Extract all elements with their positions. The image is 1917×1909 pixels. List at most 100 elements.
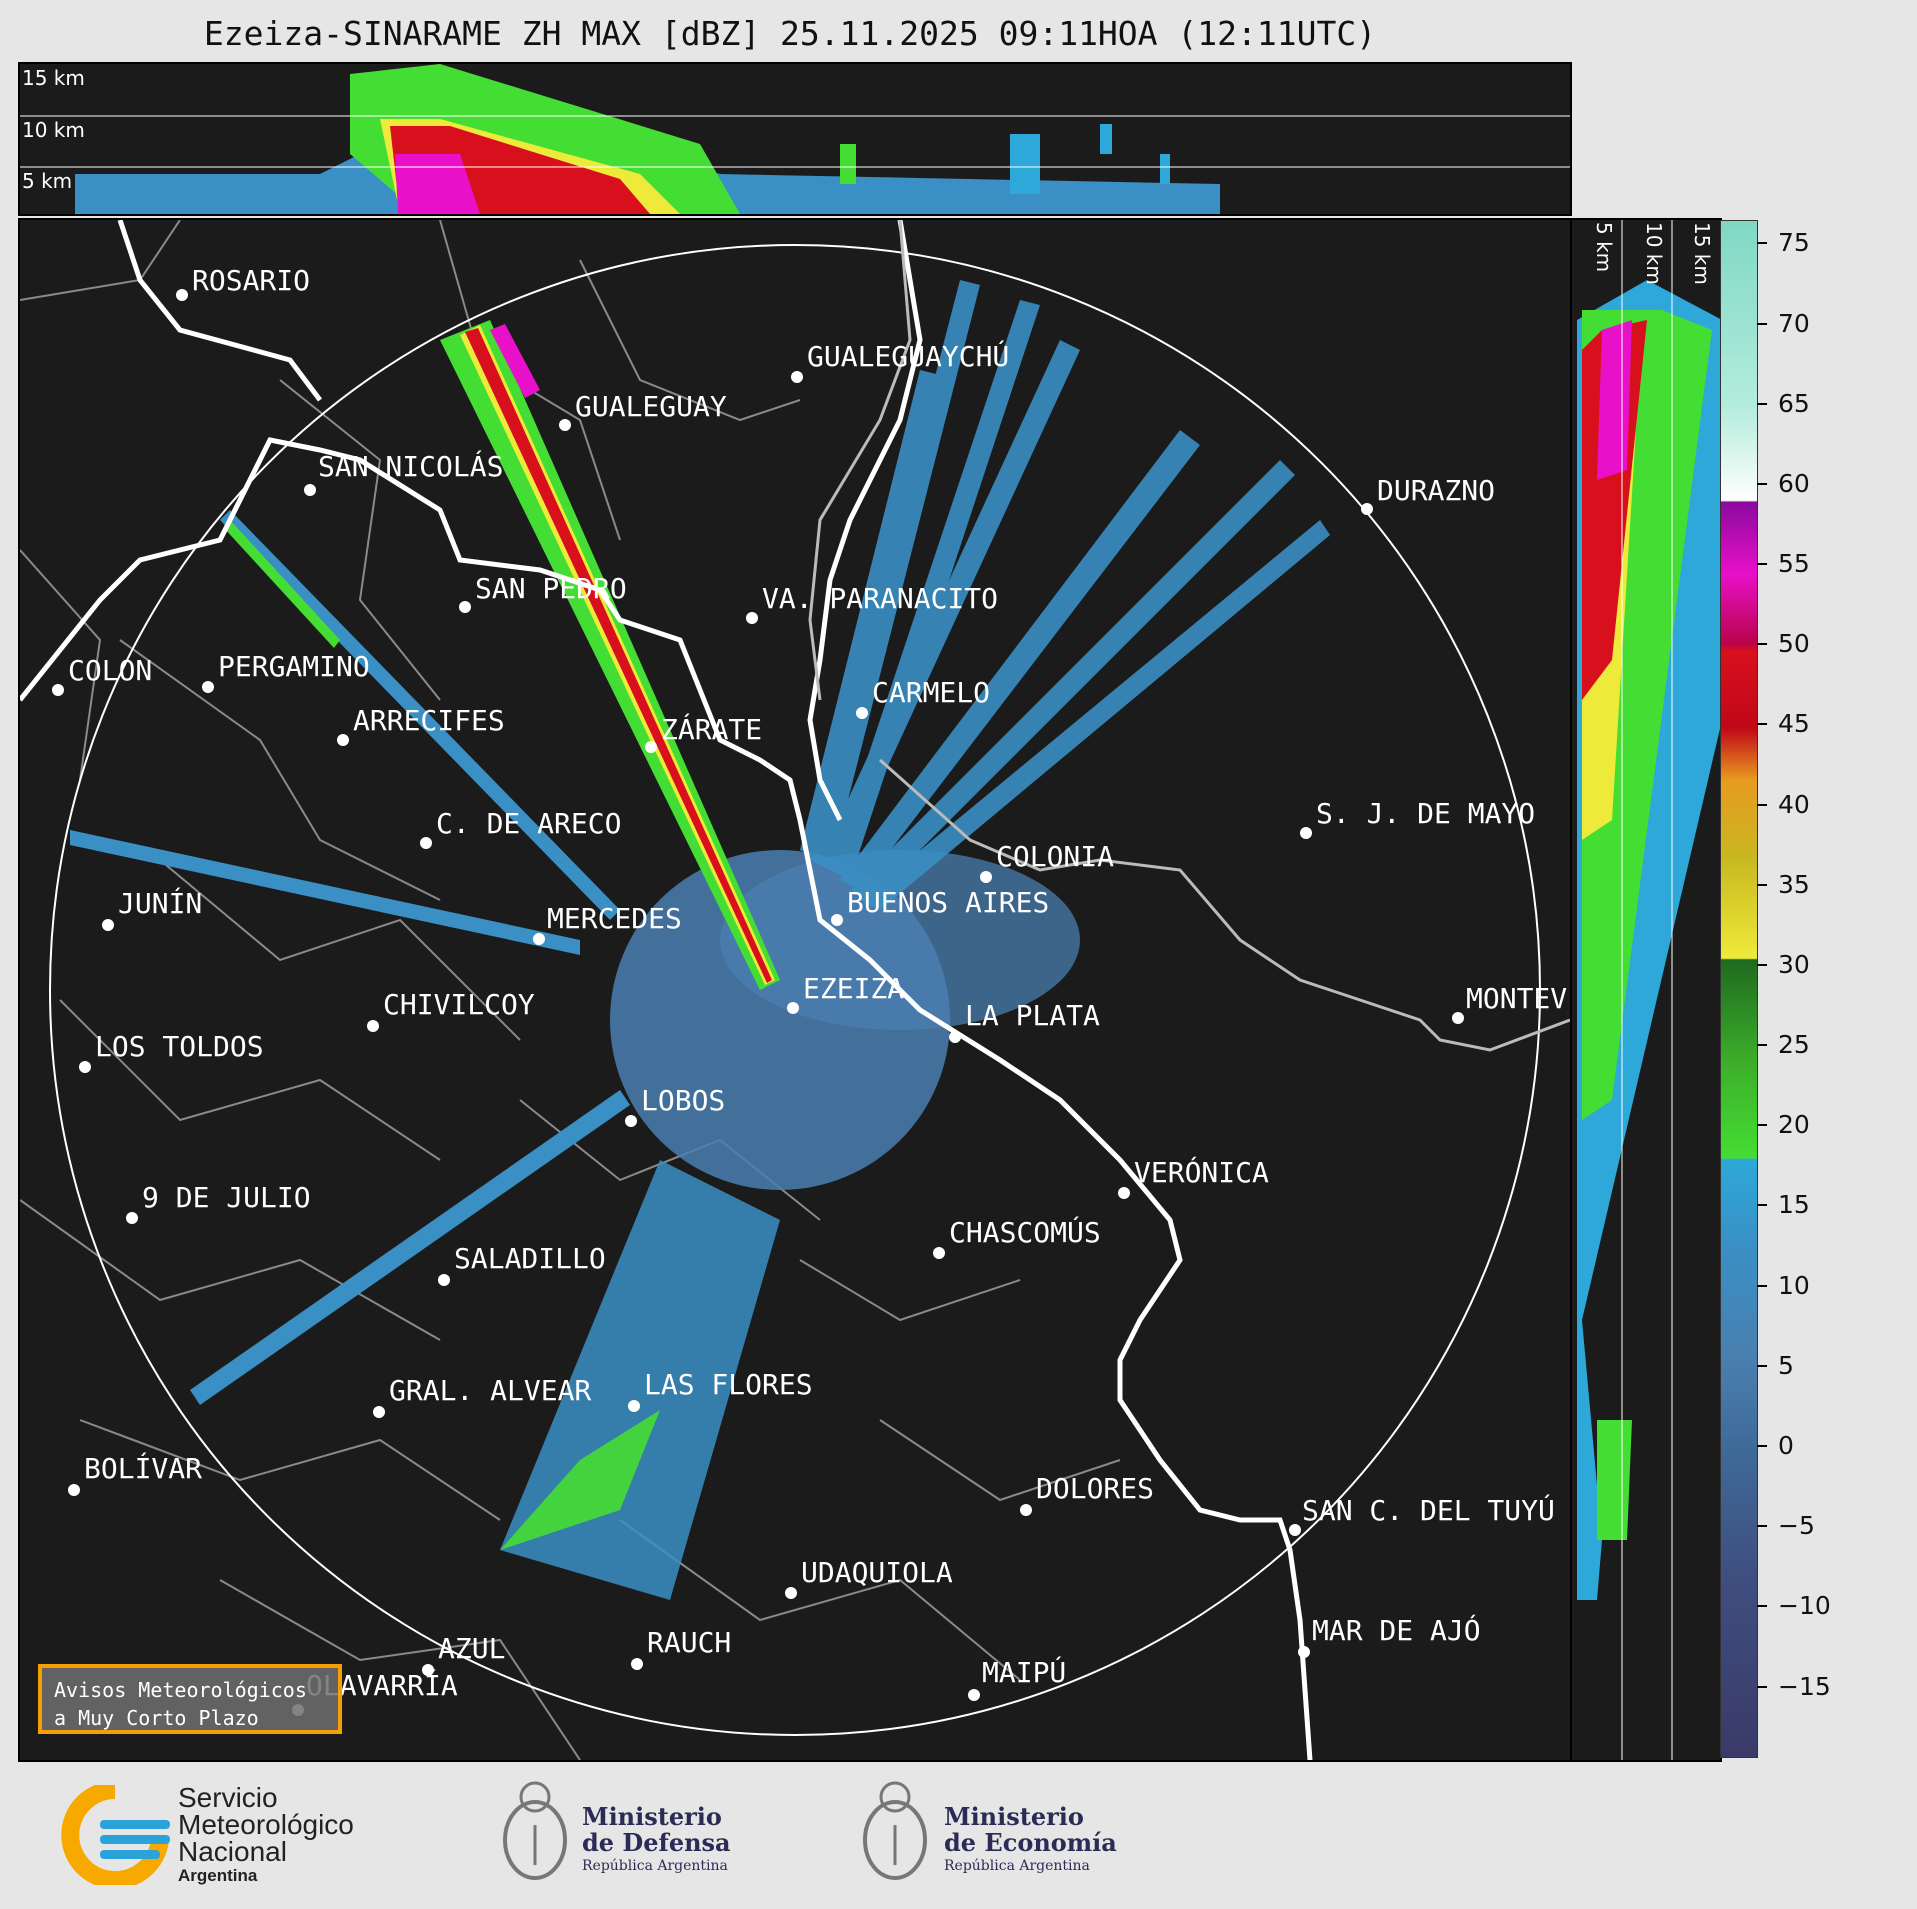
cb-label-60: 60 bbox=[1778, 469, 1810, 498]
city-veronica: VERÓNICA bbox=[1118, 1155, 1269, 1199]
city-junin: JUNÍN bbox=[102, 886, 202, 931]
city-dot bbox=[628, 1400, 640, 1412]
city-label-chascomus: CHASCOMÚS bbox=[949, 1215, 1101, 1249]
city-dot bbox=[831, 914, 843, 926]
city-dot bbox=[533, 933, 545, 945]
city-dolores: DOLORES bbox=[1020, 1472, 1154, 1516]
side-label-15km: 15 km bbox=[1690, 222, 1714, 285]
top-echo-cell-4 bbox=[1160, 154, 1170, 184]
city-rauch: RAUCH bbox=[631, 1626, 731, 1670]
cb-tick-75 bbox=[1757, 242, 1767, 244]
district-line bbox=[159, 859, 521, 1041]
district-line bbox=[20, 220, 181, 301]
side-echo-red bbox=[1582, 320, 1647, 700]
city-las-flores: LAS FLORES bbox=[628, 1368, 813, 1412]
city-montevideo: MONTEV bbox=[1452, 982, 1567, 1024]
spoke bbox=[860, 520, 1330, 910]
side-cross-section-panel: 5 km 10 km 15 km bbox=[1570, 218, 1722, 1762]
cb-label-20: 20 bbox=[1778, 1110, 1810, 1139]
top-cross-section-svg bbox=[20, 64, 1570, 214]
economia-name: Ministerio de Economía República Argenti… bbox=[944, 1804, 1117, 1876]
cb-tick-65 bbox=[1757, 403, 1767, 405]
city-dot bbox=[559, 419, 571, 431]
city-dot bbox=[126, 1212, 138, 1224]
smn-logo-wave bbox=[100, 1850, 160, 1859]
top-echo-magenta bbox=[395, 154, 480, 214]
city-mar-de-ajo: MAR DE AJÓ bbox=[1298, 1613, 1481, 1658]
city-dot bbox=[337, 734, 349, 746]
city-label-gualeguaychu: GUALEGUAYCHÚ bbox=[807, 339, 1009, 373]
city-label-9-de-julio: 9 DE JULIO bbox=[142, 1181, 311, 1214]
defensa-escudo-icon bbox=[503, 1781, 567, 1880]
defensa-line2: de Defensa bbox=[582, 1828, 731, 1857]
smn-logo-wave bbox=[100, 1820, 170, 1829]
cb-label-0: 0 bbox=[1778, 1431, 1794, 1460]
city-san-c-del-tuyu: SAN C. DEL TUYÚ bbox=[1289, 1493, 1555, 1536]
avisos-line2: a Muy Corto Plazo bbox=[54, 1706, 259, 1730]
smn-logo-icon bbox=[61, 1785, 170, 1885]
smn-line3: Nacional bbox=[178, 1836, 287, 1867]
city-dot bbox=[791, 371, 803, 383]
smn-line1: Servicio bbox=[178, 1782, 278, 1813]
city-dot bbox=[1020, 1504, 1032, 1516]
city-label-junin: JUNÍN bbox=[118, 886, 202, 920]
city-label-arrecifes: ARRECIFES bbox=[353, 704, 505, 737]
city-dot bbox=[1118, 1187, 1130, 1199]
cb-label-minus5: −5 bbox=[1778, 1511, 1815, 1540]
city-label-sj-de-mayo: S. J. DE MAYO bbox=[1316, 797, 1535, 830]
city-label-colonia: COLONIA bbox=[996, 840, 1114, 873]
city-buenos-aires: BUENOS AIRES bbox=[831, 886, 1049, 926]
city-label-colon: COLON bbox=[68, 654, 152, 687]
city-dot bbox=[933, 1247, 945, 1259]
cb-tick-25 bbox=[1757, 1044, 1767, 1046]
district-line bbox=[579, 259, 801, 422]
city-chascomus: CHASCOMÚS bbox=[933, 1215, 1101, 1259]
city-villa-paranacito: VA. PARANACITO bbox=[746, 582, 998, 624]
city-label-mercedes: MERCEDES bbox=[547, 902, 682, 935]
economia-line3: República Argentina bbox=[944, 1858, 1090, 1874]
cb-label-35: 35 bbox=[1778, 870, 1810, 899]
city-dot bbox=[645, 741, 657, 753]
city-gral-alvear: GRAL. ALVEAR bbox=[373, 1374, 591, 1418]
west-beam bbox=[70, 830, 580, 955]
top-cross-section-panel: 15 km 10 km 5 km bbox=[18, 62, 1572, 216]
city-colonia: COLONIA bbox=[980, 840, 1114, 883]
cb-tick-15 bbox=[1757, 1204, 1767, 1206]
district-line bbox=[20, 1199, 441, 1341]
city-dot bbox=[1289, 1524, 1301, 1536]
cb-label-minus10: −10 bbox=[1778, 1591, 1831, 1620]
dbz-colorbar bbox=[1720, 220, 1758, 1758]
city-san-pedro: SAN PEDRO bbox=[459, 572, 627, 613]
cb-label-minus15: −15 bbox=[1778, 1672, 1831, 1701]
avisos-button[interactable]: Avisos Meteorológicos a Muy Corto Plazo bbox=[38, 1664, 342, 1734]
city-dot bbox=[949, 1031, 961, 1043]
top-label-15km: 15 km bbox=[22, 66, 85, 90]
city-dot bbox=[1361, 503, 1373, 515]
city-label-saladillo: SALADILLO bbox=[454, 1242, 606, 1275]
city-mercedes: MERCEDES bbox=[533, 902, 682, 945]
city-dot bbox=[785, 1587, 797, 1599]
smn-logo-wave bbox=[100, 1835, 170, 1844]
city-label-pergamino: PERGAMINO bbox=[218, 650, 370, 683]
avisos-line1: Avisos Meteorológicos bbox=[54, 1678, 307, 1702]
city-label-rosario: ROSARIO bbox=[192, 264, 310, 297]
range-ring bbox=[49, 244, 1541, 1736]
city-dot bbox=[746, 612, 758, 624]
city-label-gualeguay: GUALEGUAY bbox=[575, 390, 727, 423]
city-dot bbox=[856, 707, 868, 719]
top-echo-cell-1 bbox=[840, 144, 856, 184]
city-los-toldos: LOS TOLDOS bbox=[79, 1030, 264, 1073]
cb-label-25: 25 bbox=[1778, 1030, 1810, 1059]
cb-tick-50 bbox=[1757, 643, 1767, 645]
ne-spokes bbox=[800, 280, 1330, 910]
escudo-outline bbox=[863, 1800, 927, 1880]
cb-tick-45 bbox=[1757, 723, 1767, 725]
nw-beam-green bbox=[224, 520, 340, 648]
city-pergamino: PERGAMINO bbox=[202, 650, 370, 693]
city-label-los-toldos: LOS TOLDOS bbox=[95, 1030, 264, 1063]
city-label-dolores: DOLORES bbox=[1036, 1472, 1154, 1505]
smn-line4: Argentina bbox=[178, 1866, 258, 1885]
top-echo-cell-2 bbox=[1010, 134, 1040, 194]
city-label-c-de-areco: C. DE ARECO bbox=[436, 807, 621, 840]
district-line bbox=[79, 1419, 501, 1521]
